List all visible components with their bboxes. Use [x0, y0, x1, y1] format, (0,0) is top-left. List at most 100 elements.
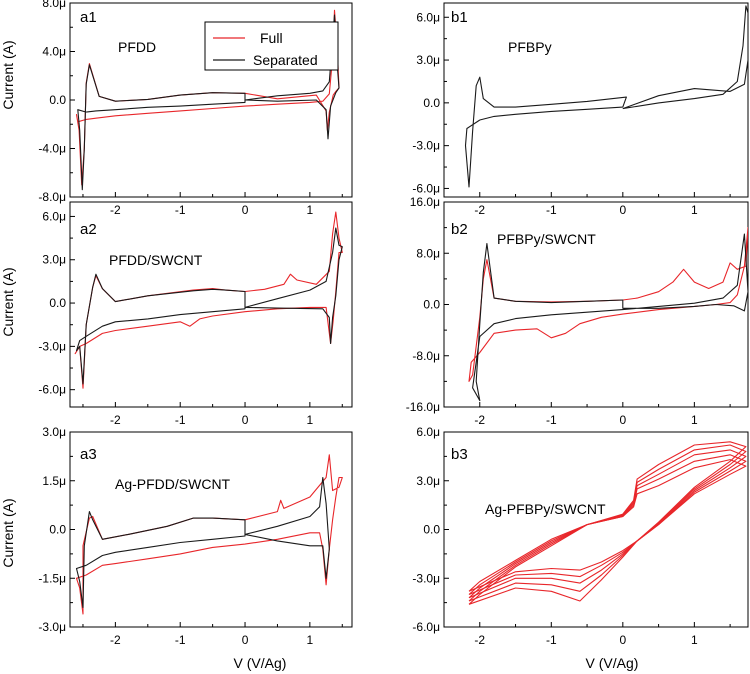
panel-b1: -6.0μ -3.0μ 0.0 3.0μ 6.0μ -2 -1 0 1 b1 PFBPy	[412, 2, 749, 217]
xtick-label-a1: -1	[175, 203, 186, 217]
ylabel-row2: Current (A)	[0, 267, 16, 336]
panel-b2: -16.0μ -8.0μ 0.0 8.0μ 16.0μ -2 -1 0 1 b2 PFBPy/SWC…	[406, 195, 749, 427]
ytick-label-b1: 3.0μ	[416, 53, 440, 67]
panel-title-a1: PFDD	[118, 39, 156, 55]
plot-frame-b2	[443, 201, 749, 408]
ytick-label-a3: 1.5μ	[42, 474, 66, 488]
panel-b3: -6.0μ -3.0μ 0.0 3.0μ 6.0μ -2 -1 0 1 b3 Ag-PFBPy/SW…	[412, 425, 749, 647]
xtick-label-b3: 0	[619, 633, 626, 647]
series-full-a2-0	[74, 211, 343, 389]
ytick-label-b3: -6.0μ	[412, 620, 440, 634]
ytick-label-a3: -1.5μ	[38, 571, 66, 585]
ytick-label-a3: 3.0μ	[42, 425, 66, 439]
series-full-b3-2	[468, 449, 747, 599]
xtick-label-a1: 1	[307, 203, 314, 217]
xtick-label-b2: 0	[619, 413, 626, 427]
xtick-label-b1: -1	[546, 203, 557, 217]
series-full-b3-3	[468, 444, 747, 602]
series-separated-b2-1	[472, 233, 748, 402]
xtick-label-a2: -2	[110, 413, 121, 427]
panel-tag-a1: a1	[80, 9, 97, 26]
ytick-label-a1: 0.0	[49, 93, 66, 107]
panel-tag-b2: b2	[451, 221, 468, 238]
series-full-a3-0	[75, 454, 343, 615]
ytick-label-a2: -3.0μ	[38, 339, 66, 353]
xtick-label-b2: -1	[546, 413, 557, 427]
panel-tag-a2: a2	[80, 221, 97, 238]
series-separated-b1-0	[464, 76, 627, 188]
series-separated-a2-2	[244, 227, 343, 345]
xtick-label-a3: -1	[175, 633, 186, 647]
plot-frame-b3	[443, 431, 749, 628]
xtick-label-a3: 0	[242, 633, 249, 647]
ytick-label-b1: 6.0μ	[416, 10, 440, 24]
ytick-label-b1: 0.0	[423, 96, 440, 110]
ytick-label-b3: 0.0	[423, 523, 440, 537]
panel-title-a3: Ag-PFDD/SWCNT	[115, 476, 231, 492]
ylabel-row3: Current (A)	[0, 498, 16, 567]
series-separated-a2-1	[75, 273, 246, 385]
ytick-label-a1: 4.0μ	[42, 45, 66, 59]
panel-a2: -6.0μ -3.0μ 0.0 3.0μ 6.0μ -2 -1 0 1 a2 PFDD/SWCNT	[38, 201, 353, 427]
panel-title-b3: Ag-PFBPy/SWCNT	[485, 501, 606, 517]
panel-a3: -3.0μ -1.5μ 0.0 1.5μ 3.0μ -2 -1 0 1 a3 Ag-PFDD/SWC…	[38, 425, 353, 647]
ytick-label-b2: 8.0μ	[416, 246, 440, 260]
ytick-label-a1: -8.0μ	[38, 190, 66, 204]
series-full-b3-4	[468, 441, 747, 605]
series-full-b2-0	[468, 227, 748, 382]
legend-separated-label: Separated	[253, 52, 318, 68]
xlabel-left: V (V/Ag)	[234, 655, 287, 671]
ytick-label-b2: -8.0μ	[412, 349, 440, 363]
panels-layer: -8.0μ -4.0μ 0.0 4.0μ 8.0μ -2 -1 0 1 a1 PFDD -6.0μ -3…	[38, 0, 749, 647]
panel-tag-b1: b1	[451, 9, 468, 26]
xtick-label-b1: 0	[619, 203, 626, 217]
panel-title-a2: PFDD/SWCNT	[109, 252, 203, 268]
plot-frame-b1	[443, 2, 749, 198]
xlabel-right: V (V/Ag)	[586, 655, 639, 671]
ytick-label-b3: 3.0μ	[416, 474, 440, 488]
xtick-label-a2: 1	[307, 413, 314, 427]
plot-frame-a2	[69, 201, 353, 408]
xtick-label-b3: -2	[474, 633, 485, 647]
series-separated-a3-1	[75, 511, 246, 609]
ytick-label-a2: 3.0μ	[42, 253, 66, 267]
ytick-label-b1: -3.0μ	[412, 139, 440, 153]
series-full-b3-0	[468, 459, 747, 592]
legend: Full Separated	[204, 21, 339, 71]
ytick-label-b2: -16.0μ	[406, 400, 440, 414]
ytick-label-a2: 0.0	[49, 296, 66, 310]
xtick-label-b3: 1	[691, 633, 698, 647]
panel-tag-b3: b3	[451, 446, 468, 463]
ytick-label-b3: 6.0μ	[416, 425, 440, 439]
legend-full-label: Full	[260, 30, 283, 46]
xtick-label-b3: -1	[546, 633, 557, 647]
panel-title-b2: PFBPy/SWCNT	[497, 231, 596, 247]
ytick-label-a2: -6.0μ	[38, 383, 66, 397]
ytick-label-a3: 0.0	[49, 523, 66, 537]
xtick-label-a2: 0	[242, 413, 249, 427]
panel-tag-a3: a3	[80, 446, 97, 463]
ytick-label-b1: -6.0μ	[412, 181, 440, 195]
legend-box	[204, 21, 339, 71]
panel-title-b1: PFBPy	[508, 39, 552, 55]
panel-a1: -8.0μ -4.0μ 0.0 4.0μ 8.0μ -2 -1 0 1 a1 PFDD	[38, 0, 353, 217]
xtick-label-a2: -1	[175, 413, 186, 427]
ytick-label-a1: -4.0μ	[38, 142, 66, 156]
series-separated-b1-1	[622, 5, 748, 110]
ytick-label-a2: 6.0μ	[42, 209, 66, 223]
ytick-label-b2: 0.0	[423, 298, 440, 312]
series-separated-a3-2	[244, 476, 330, 579]
ytick-label-a3: -3.0μ	[38, 620, 66, 634]
xtick-label-a1: -2	[110, 203, 121, 217]
xtick-label-b2: 1	[691, 413, 698, 427]
xtick-label-b2: -2	[474, 413, 485, 427]
ylabel-row1: Current (A)	[0, 40, 16, 109]
xtick-label-b1: 1	[691, 203, 698, 217]
plot-frame-a3	[69, 431, 353, 628]
ytick-label-b2: 16.0μ	[410, 195, 440, 209]
xtick-label-a3: -2	[110, 633, 121, 647]
xtick-label-b1: -2	[474, 203, 485, 217]
series-separated-a1-2	[244, 14, 340, 140]
ytick-label-a1: 8.0μ	[42, 0, 66, 10]
